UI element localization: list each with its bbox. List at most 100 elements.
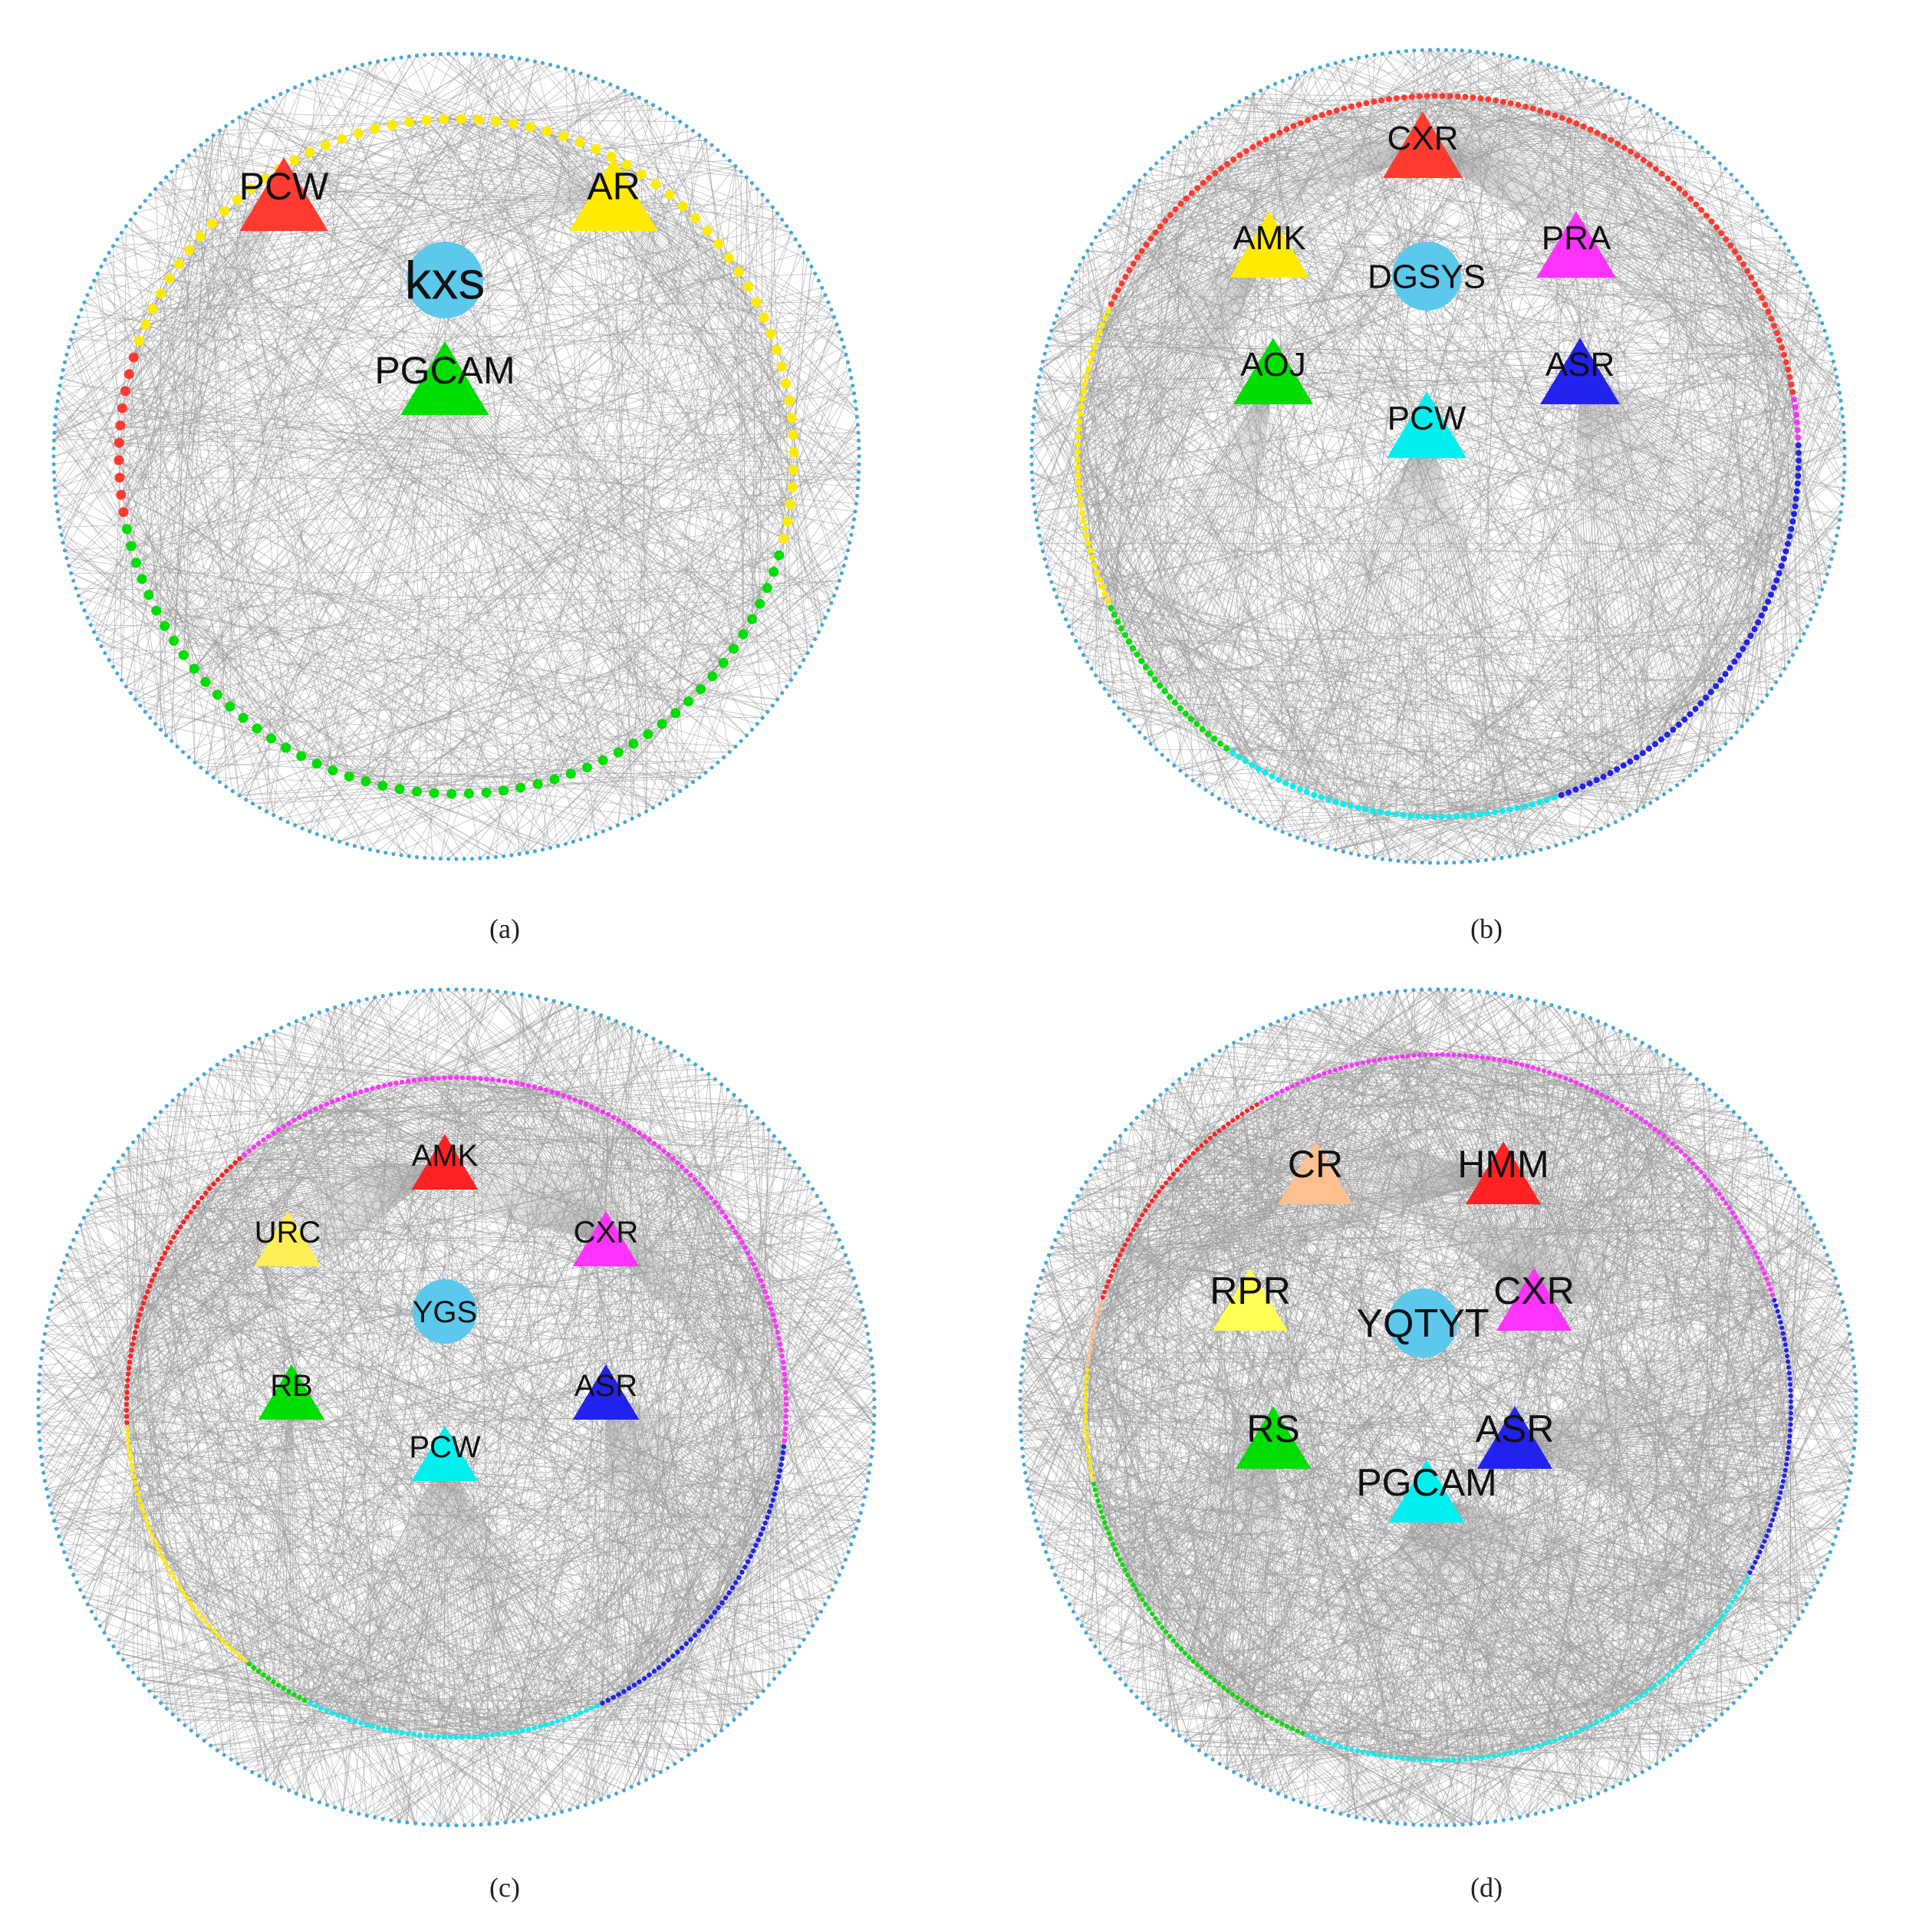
target-node <box>76 314 81 319</box>
herb-node: ASR <box>572 1364 640 1420</box>
target-node <box>1111 699 1116 704</box>
compound-node <box>1276 776 1282 783</box>
target-node <box>1668 1058 1673 1062</box>
target-node <box>1396 50 1401 54</box>
target-node <box>487 989 492 993</box>
target-node <box>1057 602 1062 607</box>
target-node <box>1759 1140 1763 1144</box>
compound-node <box>114 455 124 466</box>
target-node <box>64 352 69 357</box>
compound-node <box>734 267 744 278</box>
target-node <box>1852 1364 1856 1369</box>
compound-node <box>1563 1734 1569 1739</box>
target-node <box>1035 1526 1041 1531</box>
compound-node <box>1423 1052 1428 1058</box>
target-node <box>1362 993 1367 999</box>
target-node <box>462 51 466 56</box>
target-node <box>76 594 81 598</box>
compound-node <box>1099 321 1106 328</box>
compound-node <box>1697 700 1704 706</box>
target-node <box>74 1580 79 1585</box>
target-node <box>1661 1757 1666 1762</box>
compound-node <box>1791 511 1797 518</box>
target-node <box>333 1805 337 1810</box>
compound-node <box>1786 533 1793 540</box>
compound-node <box>1075 464 1081 471</box>
target-node <box>389 992 393 997</box>
target-node <box>1805 624 1809 629</box>
target-node <box>1348 851 1353 856</box>
target-node <box>1573 1800 1578 1805</box>
compound-node <box>1349 1063 1355 1068</box>
compound-node <box>412 786 422 797</box>
target-node <box>175 164 179 169</box>
target-node <box>1030 430 1035 435</box>
compound-node <box>1779 1325 1785 1331</box>
compound-node <box>1126 267 1133 274</box>
compound-node <box>1101 591 1108 597</box>
compound-node <box>352 1091 358 1096</box>
target-node <box>224 123 229 128</box>
target-node <box>158 727 163 732</box>
compound-node <box>1440 1052 1445 1057</box>
target-node <box>50 1299 54 1304</box>
target-node <box>1127 190 1131 195</box>
compound-node <box>1468 1756 1473 1761</box>
compound-node <box>611 1114 616 1120</box>
compound-node <box>118 507 129 518</box>
compound-node <box>1793 419 1800 426</box>
target-node <box>257 1036 262 1041</box>
compound-node <box>1312 114 1318 121</box>
compound-node <box>1648 1123 1653 1128</box>
compound-node <box>184 1595 190 1601</box>
target-node <box>1592 78 1596 83</box>
compound-node <box>1468 1054 1473 1058</box>
compound-node <box>1264 1713 1269 1719</box>
target-node <box>798 244 802 248</box>
compound-node <box>188 1600 193 1605</box>
compound-node <box>1088 1345 1093 1350</box>
compound-node <box>1300 1079 1305 1084</box>
target-node <box>1800 1201 1806 1206</box>
target-node <box>1557 1005 1562 1010</box>
compound-node <box>627 1686 632 1691</box>
compound-node <box>1447 93 1453 100</box>
compound-node <box>439 114 449 124</box>
target-node <box>59 532 64 538</box>
compound-node <box>133 1479 138 1486</box>
target-node <box>843 1252 848 1257</box>
compound-node <box>1134 651 1141 658</box>
target-node <box>495 989 500 994</box>
target-node <box>272 95 276 100</box>
target-node <box>855 423 860 427</box>
compound-node <box>751 297 762 308</box>
target-node <box>1108 1147 1112 1151</box>
compound-node <box>1784 541 1791 548</box>
compound-node <box>364 1722 370 1727</box>
compound-node <box>1108 604 1114 611</box>
target-node <box>341 1002 345 1008</box>
compound-node <box>436 1734 441 1739</box>
target-node <box>1041 359 1045 364</box>
target-node <box>99 643 104 649</box>
compound-node <box>478 1733 483 1739</box>
target-node <box>39 1356 44 1361</box>
compound-node <box>1230 156 1237 163</box>
compound-node <box>318 1706 324 1711</box>
compound-node <box>131 1335 137 1341</box>
compound-node <box>1569 1732 1573 1737</box>
compound-node <box>228 1645 234 1651</box>
target-node <box>170 170 174 174</box>
target-node <box>1507 54 1512 58</box>
compound-node <box>1633 754 1640 761</box>
compound-node <box>696 684 706 694</box>
target-node <box>716 760 720 765</box>
target-node <box>684 785 689 789</box>
center-node: YQTYT <box>1356 1289 1490 1358</box>
target-node <box>1621 816 1625 821</box>
center-node: kxs <box>405 242 486 318</box>
target-node <box>1299 1010 1303 1015</box>
compound-node <box>1792 503 1799 510</box>
compound-node <box>1783 1342 1788 1348</box>
